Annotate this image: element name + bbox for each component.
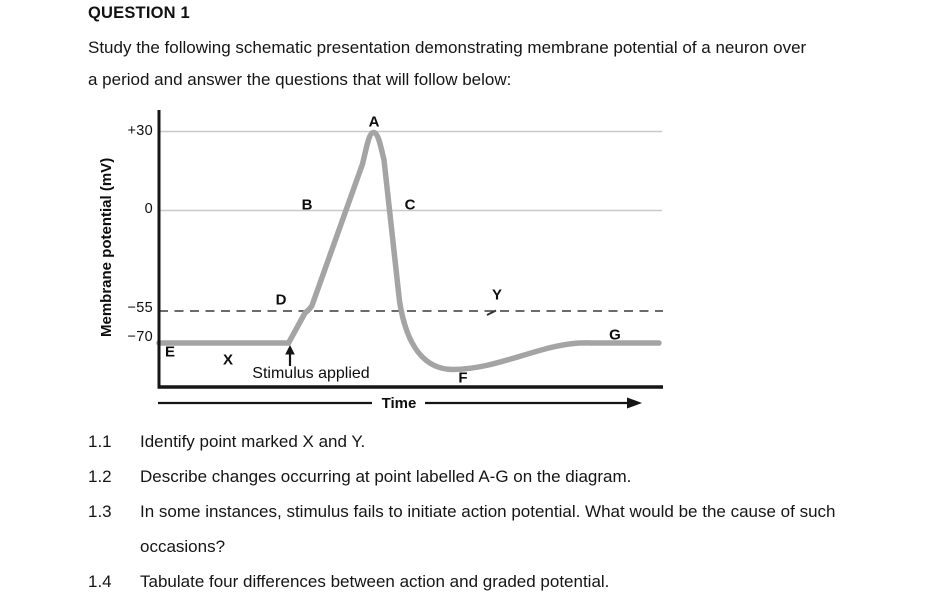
y-axis-title: Membrane potential (mV) bbox=[98, 157, 115, 337]
point-label-y: Y bbox=[491, 286, 503, 304]
membrane-potential-curve bbox=[156, 129, 662, 373]
question-text: In some instances, stimulus fails to ini… bbox=[140, 494, 835, 564]
stimulus-arrow-head-icon bbox=[285, 345, 295, 355]
intro-paragraph: Study the following schematic presentati… bbox=[88, 32, 942, 96]
point-label-x: X bbox=[222, 351, 234, 369]
ytick-minus70: −70 bbox=[127, 329, 153, 345]
point-label-g: G bbox=[609, 326, 621, 344]
ytick-minus55: −55 bbox=[127, 300, 153, 316]
membrane-potential-chart-svg bbox=[156, 110, 663, 409]
point-label-c: C bbox=[404, 196, 416, 214]
question-number: 1.4 bbox=[88, 572, 112, 591]
point-label-b: B bbox=[301, 196, 313, 214]
label-y-pointer-tick bbox=[486, 309, 497, 316]
question-row-1-2: 1.2 Describe changes occurring at point … bbox=[88, 459, 942, 494]
question-row-1-1: 1.1 Identify point marked X and Y. bbox=[88, 424, 942, 459]
point-label-d: D bbox=[275, 291, 287, 309]
membrane-potential-figure: +30 0 −55 −70 Membrane potential (mV) Ti… bbox=[85, 102, 685, 417]
question-row-1-3: 1.3 In some instances, stimulus fails to… bbox=[88, 494, 942, 564]
point-label-a: A bbox=[368, 113, 380, 131]
question-row-1-4: 1.4 Tabulate four differences between ac… bbox=[88, 564, 942, 599]
stimulus-applied-label: Stimulus applied bbox=[252, 365, 370, 382]
question-text: Identify point marked X and Y. bbox=[140, 432, 366, 451]
question-text: Tabulate four differences between action… bbox=[140, 572, 610, 591]
point-label-e: E bbox=[164, 343, 176, 361]
question-text-line-1: In some instances, stimulus fails to ini… bbox=[140, 502, 836, 521]
question-number: 1.2 bbox=[88, 467, 112, 486]
x-axis-title: Time bbox=[381, 394, 417, 412]
question-number: 1.1 bbox=[88, 432, 112, 451]
ytick-zero: 0 bbox=[144, 201, 153, 217]
question-number: 1.3 bbox=[88, 502, 112, 521]
question-text: Describe changes occurring at point labe… bbox=[140, 467, 632, 486]
time-arrow-head-icon bbox=[627, 397, 642, 409]
point-label-f: F bbox=[458, 369, 468, 387]
question-heading: QUESTION 1 bbox=[88, 4, 190, 22]
questions-list: 1.1 Identify point marked X and Y. 1.2 D… bbox=[88, 424, 942, 599]
question-text-line-2: occasions? bbox=[140, 537, 226, 556]
intro-line-1: Study the following schematic presentati… bbox=[88, 38, 807, 57]
intro-line-2: a period and answer the questions that w… bbox=[88, 70, 512, 89]
ytick-plus30: +30 bbox=[127, 123, 153, 139]
